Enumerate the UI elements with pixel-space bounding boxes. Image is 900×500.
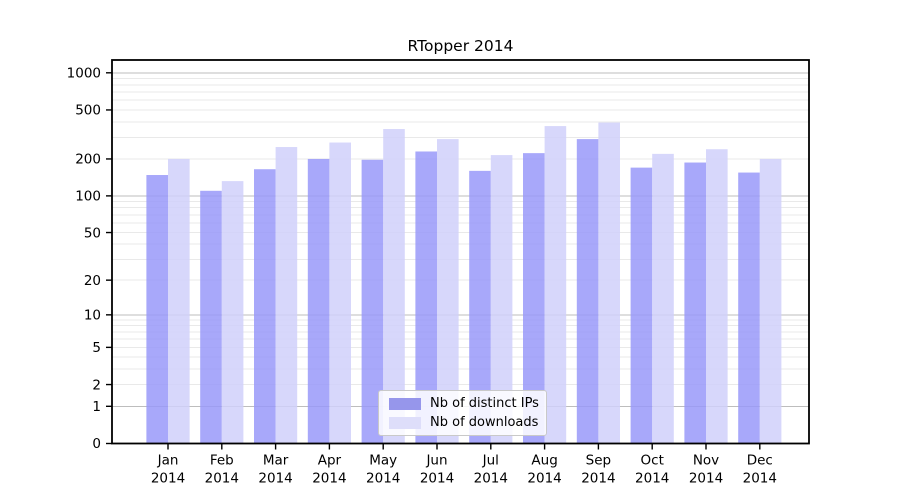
y-tick-label: 1000 [67, 66, 101, 82]
legend-label-distinct-ips: Nb of distinct IPs [430, 396, 539, 411]
bar-oct-distinct-ips [630, 167, 653, 444]
bar-nov-distinct-ips [684, 162, 706, 444]
x-tick-label-year: 2014 [205, 471, 239, 487]
bar-jan-distinct-ips [146, 175, 168, 444]
x-tick-label-month: Feb [210, 453, 234, 469]
y-tick-label: 5 [92, 340, 101, 356]
y-tick-label: 10 [84, 308, 101, 324]
x-tick-label-month: Dec [747, 453, 773, 469]
x-tick-label-year: 2014 [689, 471, 723, 487]
legend-item-distinct-ips: Nb of distinct IPs [389, 397, 546, 410]
bar-jul-distinct-ips [469, 170, 491, 444]
bar-may-downloads [383, 129, 405, 444]
y-tick-label: 0 [92, 436, 101, 452]
x-tick-label-year: 2014 [420, 471, 454, 487]
bar-dec-downloads [759, 158, 782, 444]
y-tick-label: 100 [75, 189, 101, 205]
x-tick-label-month: Sep [586, 453, 611, 469]
legend-swatch-downloads [389, 416, 421, 429]
legend-item-downloads: Nb of downloads [389, 416, 546, 429]
x-tick-label-year: 2014 [151, 471, 185, 487]
bar-mar-distinct-ips [254, 169, 276, 444]
x-tick-label-year: 2014 [527, 471, 561, 487]
bar-feb-downloads [221, 181, 244, 444]
legend-swatch-distinct-ips [389, 397, 421, 410]
legend: Nb of distinct IPs Nb of downloads [378, 390, 547, 436]
bar-apr-downloads [329, 142, 351, 444]
bar-dec-distinct-ips [738, 172, 760, 444]
y-tick-label: 1 [92, 399, 101, 415]
y-tick-label: 200 [75, 152, 101, 168]
bar-aug-distinct-ips [523, 153, 545, 444]
bar-aug-downloads [544, 126, 567, 444]
x-tick-label-year: 2014 [743, 471, 777, 487]
x-tick-label-month: Nov [693, 453, 719, 469]
bar-feb-distinct-ips [200, 190, 222, 444]
x-tick-label-year: 2014 [312, 471, 346, 487]
x-tick-label-month: Jan [157, 453, 179, 469]
bar-sep-distinct-ips [576, 139, 599, 444]
bar-oct-downloads [652, 153, 674, 444]
bar-jul-downloads [490, 155, 513, 444]
x-tick-label-year: 2014 [581, 471, 615, 487]
bar-mar-downloads [275, 147, 298, 444]
bar-apr-distinct-ips [307, 158, 330, 444]
x-tick-label-month: Apr [318, 453, 342, 469]
chart-title: RTopper 2014 [407, 37, 514, 55]
y-tick-label: 20 [84, 273, 101, 289]
plot-frame [111, 59, 810, 445]
bar-jan-downloads [168, 158, 190, 444]
x-tick-label-month: Oct [641, 453, 664, 469]
bar-may-distinct-ips [361, 159, 384, 444]
x-tick-label-year: 2014 [258, 471, 292, 487]
x-tick-label-month: Jul [482, 453, 499, 469]
y-tick-label: 50 [84, 225, 101, 241]
y-tick-label: 2 [92, 377, 101, 393]
x-tick-label-year: 2014 [474, 471, 508, 487]
bar-jun-distinct-ips [415, 151, 437, 444]
legend-label-downloads: Nb of downloads [430, 415, 539, 430]
x-tick-label-month: Jun [425, 453, 447, 469]
bar-jun-downloads [437, 139, 459, 444]
x-tick-label-year: 2014 [635, 471, 669, 487]
x-tick-label-month: Mar [263, 453, 289, 469]
bar-nov-downloads [706, 149, 728, 444]
x-tick-label-month: Aug [531, 453, 557, 469]
x-tick-label-month: May [369, 453, 397, 469]
bar-sep-downloads [598, 122, 620, 444]
y-tick-label: 500 [75, 103, 101, 119]
x-tick-label-year: 2014 [366, 471, 400, 487]
